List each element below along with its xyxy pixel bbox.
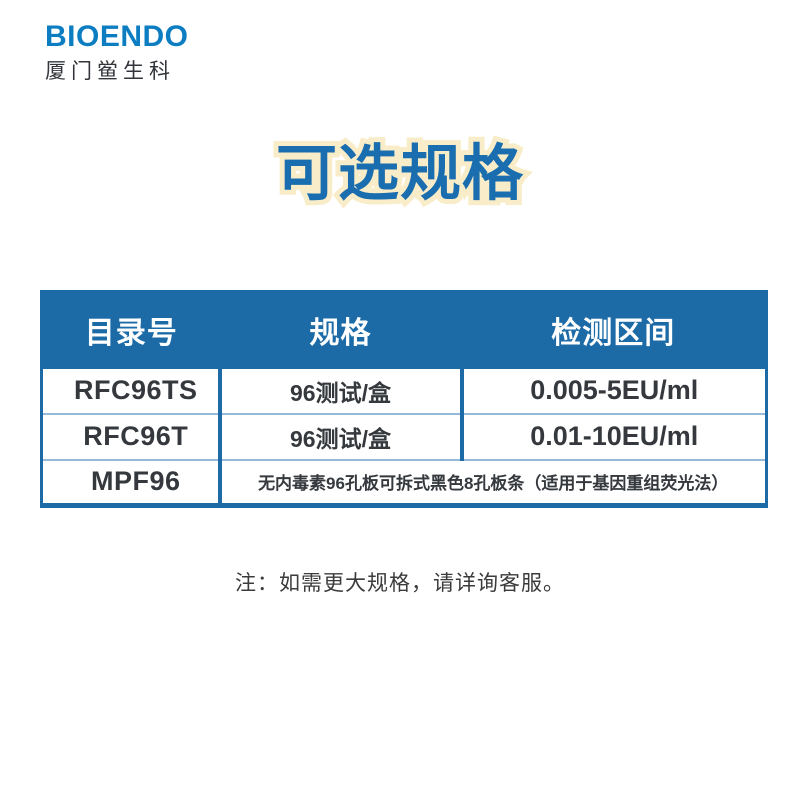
product-description: 无内毒素96孔板可拆式黑色8孔板条（适用于基因重组荧光法） — [217, 458, 767, 506]
spec-table: 目录号 规格 检测区间 RFC96TS 96测试/盒 0.005-5EU/ml … — [40, 290, 768, 508]
table-header-row: 目录号 规格 检测区间 — [41, 291, 767, 368]
brand-logo: BIOENDO 厦门鲎生科 — [45, 20, 189, 83]
catalog-number: RFC96T — [41, 412, 220, 460]
table-row: RFC96TS 96测试/盒 0.005-5EU/ml — [41, 366, 767, 414]
page-title-outline: 可选规格 — [271, 134, 528, 212]
header-catalog-number: 目录号 — [41, 291, 220, 368]
specification: 96测试/盒 — [217, 412, 462, 460]
specification: 96测试/盒 — [217, 366, 462, 414]
brand-name: BIOENDO — [45, 20, 189, 53]
note-text: 注：如需更大规格，请详询客服。 — [235, 572, 565, 595]
catalog-number: MPF96 — [41, 458, 220, 506]
page-title-text: 可选规格 — [275, 139, 524, 207]
table-row: MPF96 无内毒素96孔板可拆式黑色8孔板条（适用于基因重组荧光法） — [41, 458, 767, 506]
detection-range: 0.01-10EU/ml — [459, 412, 767, 460]
header-specification: 规格 — [219, 291, 462, 368]
page-title: 可选规格 可选规格 — [0, 134, 800, 212]
catalog-number: RFC96TS — [41, 366, 220, 414]
header-detection-range: 检测区间 — [461, 291, 767, 368]
detection-range: 0.005-5EU/ml — [459, 366, 767, 414]
table-row: RFC96T 96测试/盒 0.01-10EU/ml — [41, 412, 767, 460]
brand-subtitle: 厦门鲎生科 — [45, 60, 175, 83]
